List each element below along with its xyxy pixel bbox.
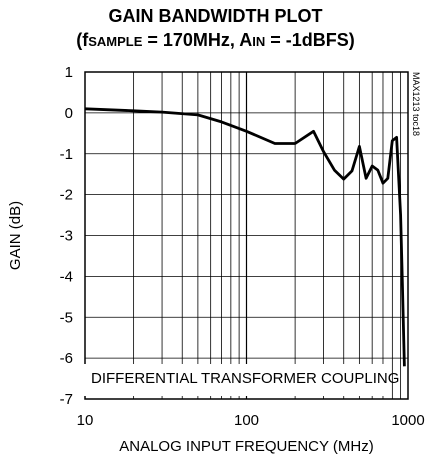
- y-tick-label: -5: [60, 309, 73, 326]
- figure-id-tag: MAX1213 toc18: [411, 72, 421, 137]
- chart-subtitle: (fSAMPLE = 170MHz, AIN = -1dBFS): [76, 30, 355, 50]
- y-tick-label: -6: [60, 350, 73, 367]
- x-tick-label: 100: [234, 412, 259, 429]
- y-axis-label: GAIN (dB): [7, 201, 24, 270]
- y-tick-label: 0: [65, 105, 73, 122]
- x-tick-label: 10: [77, 412, 94, 429]
- y-tick-label: -7: [60, 391, 73, 408]
- y-tick-label: -2: [60, 187, 73, 204]
- x-tick-label: 1000: [391, 412, 424, 429]
- chart-title: GAIN BANDWIDTH PLOT: [108, 6, 323, 26]
- plot-frame: [84, 71, 409, 400]
- y-tick-label: 1: [65, 64, 73, 81]
- y-tick-label: -3: [60, 228, 73, 245]
- x-axis-label: ANALOG INPUT FREQUENCY (MHz): [119, 438, 373, 455]
- y-tick-label: -4: [60, 268, 73, 285]
- gain-series-line: [84, 107, 406, 367]
- annotation-label: DIFFERENTIAL TRANSFORMER COUPLING: [82, 364, 399, 396]
- y-tick-label: -1: [60, 146, 73, 163]
